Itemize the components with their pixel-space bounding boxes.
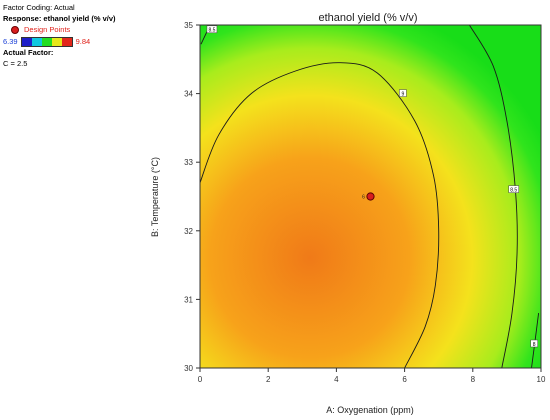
design-points-label: Design Points	[24, 25, 71, 34]
contour-label: 8	[533, 342, 536, 348]
y-tick-label: 32	[184, 227, 193, 236]
scale-swatch-2	[31, 37, 42, 46]
y-tick-label: 35	[184, 21, 193, 30]
plot-frame	[199, 24, 542, 369]
scale-swatch-4	[51, 37, 62, 46]
contour-label: 8.5	[510, 187, 517, 193]
contour-lines: 8.5 9 8.5 8	[199, 24, 540, 369]
scale-swatch-3	[41, 37, 52, 46]
design-point-marker-icon	[11, 25, 19, 34]
scale-max-label: 9.84	[75, 37, 91, 46]
y-tick-label: 31	[184, 295, 193, 304]
actual-factor-header: Actual Factor:	[3, 48, 54, 57]
design-point	[366, 192, 375, 201]
legend-panel: Factor Coding: Actual Response: ethanol …	[3, 2, 163, 69]
x-tick-label: 6	[402, 375, 407, 384]
response-text: Response: ethanol yield (% v/v)	[3, 14, 116, 23]
x-tick-label: 2	[266, 375, 271, 384]
chart-title: ethanol yield (% v/v)	[318, 12, 417, 24]
x-tick-label: 10	[537, 375, 546, 384]
x-axis-title: A: Oxygenation (ppm)	[326, 405, 414, 415]
contour-label-box	[206, 25, 218, 34]
y-tick-label: 30	[184, 364, 193, 373]
actual-factor-value: C = 2.5	[3, 59, 28, 68]
contour-line	[199, 62, 440, 369]
scale-swatch-1	[21, 37, 32, 46]
color-scale: 6.39 9.84	[3, 36, 163, 47]
contour-label: 8.5	[208, 28, 215, 34]
y-tick-label: 34	[184, 90, 193, 99]
axis-ticks: 0 2 4 6 8 10 30 31 32 33 34 35	[184, 21, 546, 384]
scale-swatch-5	[61, 37, 72, 46]
contour-label-box	[530, 339, 538, 348]
y-axis-title: B: Temperature (°C)	[150, 157, 160, 237]
scale-min-label: 6.39	[3, 37, 18, 46]
contour-label-box	[399, 89, 407, 97]
color-scale-bar	[20, 36, 73, 47]
design-points-layer: 6	[362, 192, 375, 201]
x-tick-label: 0	[198, 375, 203, 384]
design-points-legend: Design Points	[11, 24, 163, 35]
x-tick-label: 4	[334, 375, 339, 384]
factor-coding-text: Factor Coding: Actual	[3, 3, 75, 12]
contour-line	[531, 313, 540, 369]
design-point-label: 6	[362, 195, 365, 201]
contour-label-box	[508, 185, 519, 193]
x-tick-label: 8	[471, 375, 476, 384]
contour-label: 9	[402, 91, 405, 97]
y-tick-label: 33	[184, 158, 193, 167]
